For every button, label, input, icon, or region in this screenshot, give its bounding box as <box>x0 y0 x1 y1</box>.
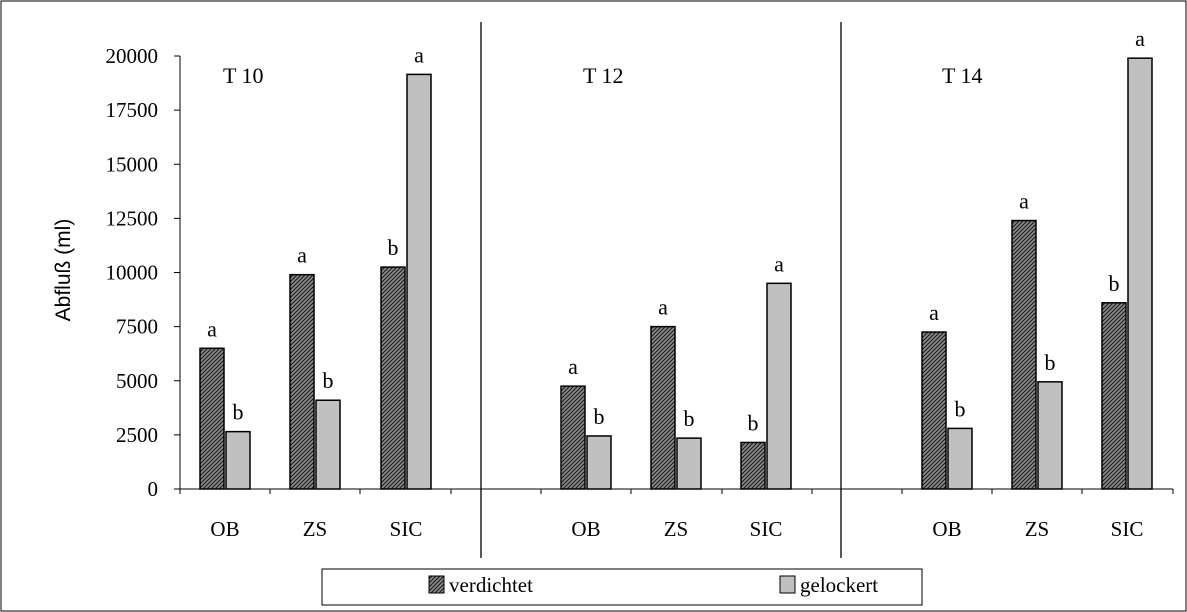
significance-letter: b <box>955 396 966 421</box>
legend-label-verdichtet: verdichtet <box>449 573 533 597</box>
significance-letter: a <box>297 243 307 268</box>
significance-letter: a <box>568 354 578 379</box>
significance-letter: a <box>929 300 939 325</box>
x-category-label: OB <box>932 517 961 541</box>
panel-titles: T 10 T 12 T 14 <box>223 63 983 88</box>
x-category-labels: OB ZS SIC OB ZS SIC OB ZS SIC <box>210 517 1143 541</box>
bar-gelockert <box>1037 381 1063 490</box>
legend: verdichtet gelockert <box>321 568 923 606</box>
x-category-label: OB <box>571 517 600 541</box>
bar-gelockert <box>406 73 432 490</box>
bar-gelockert <box>225 430 251 490</box>
bar-gelockert <box>947 427 973 490</box>
x-category-label: SIC <box>750 517 783 541</box>
bar-verdichtet <box>199 347 225 490</box>
x-category-label: ZS <box>303 517 328 541</box>
y-axis: 0 2500 5000 7500 10000 12500 15000 17500 20000 <box>106 44 181 501</box>
bar-verdichtet <box>650 325 676 490</box>
bar-gelockert <box>1127 57 1153 490</box>
bar-verdichtet <box>921 331 947 490</box>
legend-box <box>321 568 923 606</box>
bar-gelockert <box>586 435 612 490</box>
significance-letter: b <box>1045 350 1056 375</box>
x-category-label: SIC <box>390 517 423 541</box>
significance-letter: b <box>388 235 399 260</box>
bar-gelockert <box>766 282 792 490</box>
panel-title: T 12 <box>583 63 624 88</box>
legend-swatch-verdichtet <box>428 575 445 594</box>
y-axis-label: Abfluß (ml) <box>52 219 75 322</box>
bar-verdichtet <box>740 441 766 490</box>
legend-swatch-gelockert <box>779 575 796 594</box>
y-tick-label: 12500 <box>106 206 159 230</box>
bar-verdichtet <box>1011 219 1037 490</box>
significance-letter: a <box>658 295 668 320</box>
y-tick-label: 7500 <box>116 315 158 339</box>
significance-letter: b <box>684 406 695 431</box>
significance-letter: b <box>233 400 244 425</box>
significance-letter: a <box>1019 189 1029 214</box>
x-category-label: ZS <box>1025 517 1050 541</box>
y-tick-label: 17500 <box>106 98 159 122</box>
bar-verdichtet <box>380 266 406 490</box>
bar-verdichtet <box>289 273 315 490</box>
significance-letter: a <box>207 316 217 341</box>
significance-letter: b <box>594 404 605 429</box>
y-tick-label: 20000 <box>106 44 159 68</box>
bar-verdichtet <box>1101 302 1127 490</box>
y-tick-label: 15000 <box>106 152 159 176</box>
panel-title: T 10 <box>223 63 264 88</box>
significance-letter: a <box>774 251 784 276</box>
y-tick-label: 5000 <box>116 369 158 393</box>
x-category-label: ZS <box>664 517 689 541</box>
y-tick-label: 2500 <box>116 423 158 447</box>
bars <box>199 57 1153 490</box>
bar-verdichtet <box>560 385 586 490</box>
significance-letter: b <box>1109 271 1120 296</box>
significance-letter: a <box>1135 26 1145 51</box>
panel-title: T 14 <box>942 63 983 88</box>
significance-letter: b <box>323 368 334 393</box>
x-category-label: SIC <box>1111 517 1144 541</box>
bar-gelockert <box>676 437 702 490</box>
x-category-label: OB <box>210 517 239 541</box>
legend-label-gelockert: gelockert <box>800 573 878 597</box>
bar-gelockert <box>315 399 341 490</box>
significance-letter: b <box>748 410 759 435</box>
y-tick-label: 0 <box>148 477 159 501</box>
significance-letter: a <box>414 42 424 67</box>
y-tick-label: 10000 <box>106 261 159 285</box>
